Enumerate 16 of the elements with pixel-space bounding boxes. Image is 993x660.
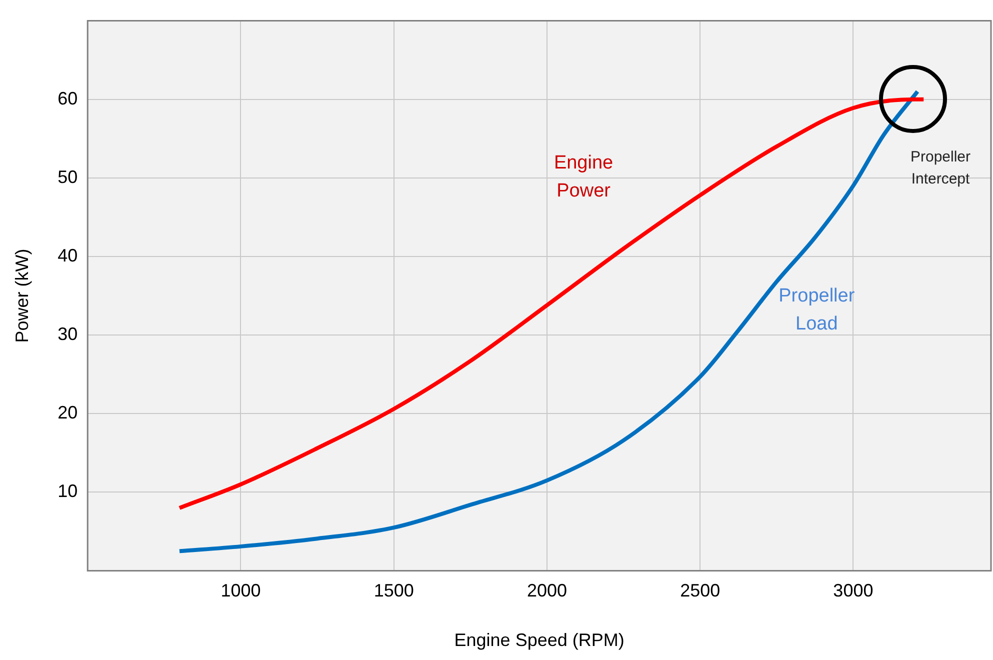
text: Engine Power <box>554 152 614 202</box>
y-tick-label: 10 <box>58 481 78 502</box>
y-axis-title: Power (kW) <box>12 248 32 343</box>
y-tick-label: 60 <box>58 88 78 108</box>
x-tick-label: 1500 <box>374 580 414 601</box>
x-tick-label: 2500 <box>680 580 720 601</box>
y-tick-label: 50 <box>58 166 78 187</box>
x-axis-title: Engine Speed (RPM) <box>454 630 624 650</box>
y-tick-label: 30 <box>58 324 78 344</box>
y-tick-label: 40 <box>58 245 78 266</box>
y-tick-label: 20 <box>58 402 78 423</box>
x-tick-label: 2000 <box>526 580 567 601</box>
annotation: Propeller Intercept <box>910 148 971 188</box>
x-tick-label: 1000 <box>220 580 261 601</box>
x-tick-label: 3000 <box>833 580 874 601</box>
series-label: Propeller Load <box>778 286 856 335</box>
